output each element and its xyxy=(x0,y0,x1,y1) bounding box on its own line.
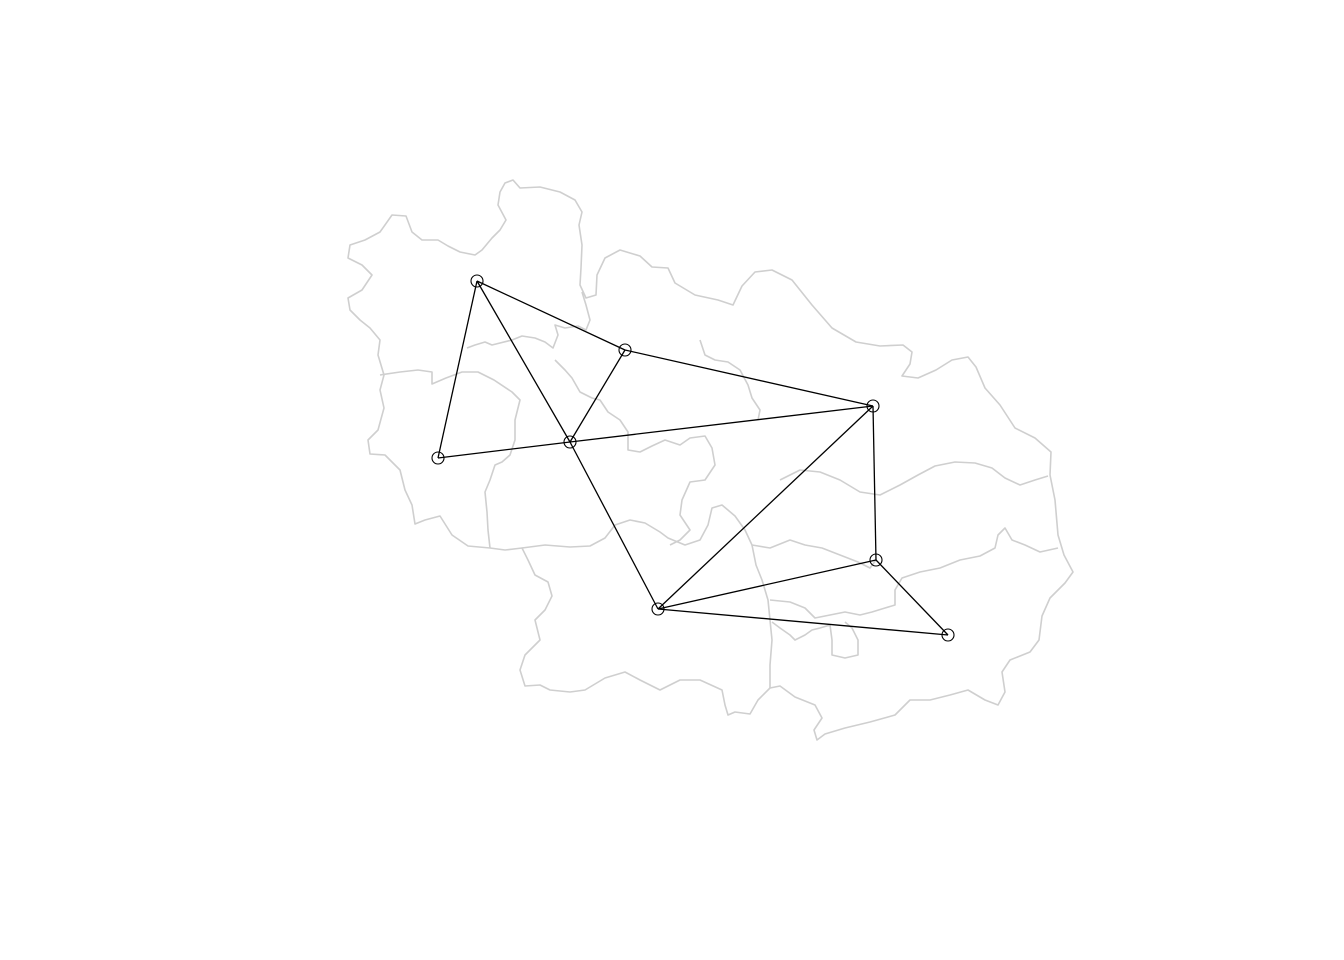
network-node xyxy=(869,553,883,567)
region-boundaries xyxy=(347,179,1074,741)
network-node xyxy=(563,435,577,449)
network-edge xyxy=(875,559,949,636)
network-node xyxy=(470,274,484,288)
network-edge xyxy=(569,441,659,610)
network-edge xyxy=(624,349,874,407)
outer-boundary xyxy=(347,179,1074,741)
inner-boundary xyxy=(379,369,521,549)
inner-boundary xyxy=(466,291,591,349)
network-edges xyxy=(437,280,949,636)
inner-boundary xyxy=(699,339,761,421)
network-edge xyxy=(569,405,874,443)
network-edge xyxy=(476,280,571,443)
inner-boundary xyxy=(769,527,1059,619)
network-edge xyxy=(476,280,626,351)
inner-boundary xyxy=(751,544,773,688)
inner-boundary xyxy=(554,359,716,546)
network-nodes xyxy=(431,274,955,642)
network-node xyxy=(431,451,445,465)
network-edge xyxy=(657,405,874,610)
network-edge xyxy=(657,608,949,636)
inner-boundary xyxy=(771,621,859,659)
network-node xyxy=(941,628,955,642)
network-edge xyxy=(872,405,877,561)
network-edge xyxy=(657,559,877,610)
network-node xyxy=(866,399,880,413)
inner-boundary xyxy=(521,504,877,569)
network-edge xyxy=(437,280,478,459)
network-edge xyxy=(437,441,571,459)
network-node xyxy=(651,602,665,616)
inner-boundary xyxy=(779,461,1049,496)
network-node xyxy=(618,343,632,357)
network-edge xyxy=(569,349,626,443)
